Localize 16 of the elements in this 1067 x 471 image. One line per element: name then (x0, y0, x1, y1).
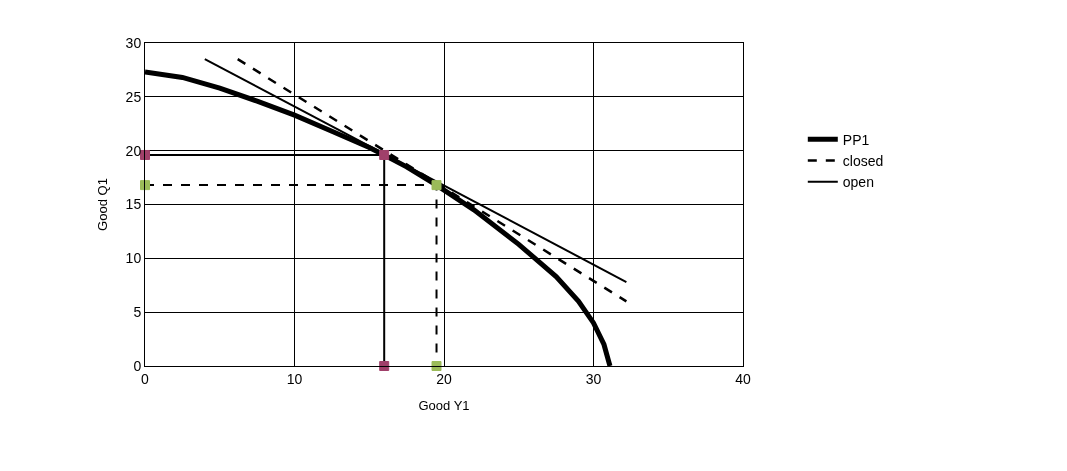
legend-label: PP1 (842, 131, 870, 148)
x-tick-label: 30 (585, 370, 602, 387)
legend-label: open (842, 174, 874, 191)
y-tick-label: 10 (125, 250, 142, 267)
x-tick-label: 40 (735, 370, 751, 387)
y-tick-label: 25 (125, 88, 142, 105)
x-tick-label: 10 (286, 370, 303, 387)
legend-label: closed (842, 153, 884, 170)
y-tick-label: 0 (133, 357, 142, 374)
x-tick-label: 20 (436, 370, 452, 387)
y-tick-label: 30 (125, 34, 142, 51)
x-axis-title: Good Y1 (418, 398, 470, 414)
y-axis-title: Good Q1 (94, 178, 110, 231)
y-tick-label: 20 (125, 142, 142, 159)
y-tick-label: 15 (125, 196, 142, 213)
y-tick-label: 5 (133, 304, 142, 321)
